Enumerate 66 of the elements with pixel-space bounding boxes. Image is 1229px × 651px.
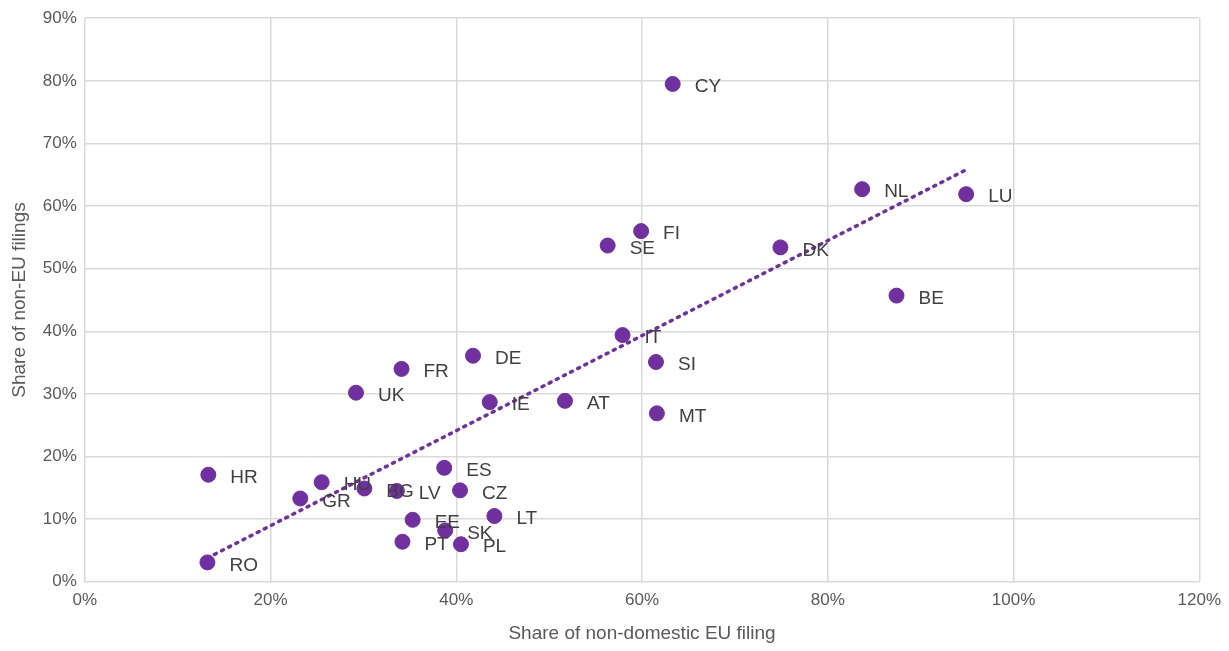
point	[772, 239, 789, 256]
annotation: ES	[466, 459, 492, 481]
point	[404, 511, 421, 528]
y-tick-label: 80%	[42, 70, 77, 90]
point	[465, 347, 482, 364]
x-tick-label: 100%	[991, 589, 1036, 609]
annotation: LU	[988, 185, 1013, 207]
annotation: UK	[378, 383, 405, 405]
y-tick-label: 30%	[42, 383, 77, 403]
annotation: FI	[663, 222, 680, 244]
annotation: LT	[516, 507, 538, 529]
point	[313, 474, 330, 491]
x-tick-label: 120%	[1177, 589, 1221, 609]
annotation: FR	[423, 360, 449, 382]
y-tick-label: 20%	[42, 446, 77, 466]
point	[647, 354, 664, 370]
annotation: NL	[884, 180, 909, 202]
annotation: GR	[322, 489, 351, 511]
annotation: MT	[678, 404, 707, 426]
point	[200, 466, 217, 483]
x-tick-label: 60%	[625, 589, 660, 609]
annotation: DE	[495, 346, 522, 368]
annotation: AT	[586, 392, 611, 414]
annotation: IT	[644, 326, 662, 348]
point	[393, 360, 410, 377]
annotation: PT	[424, 532, 450, 554]
annotation: CY	[694, 75, 722, 97]
point	[854, 181, 871, 198]
point	[348, 384, 364, 401]
annotation: SI	[677, 353, 696, 375]
y-tick-label: 90%	[42, 7, 77, 27]
annotation: CZ	[482, 481, 508, 503]
point	[394, 533, 411, 550]
y-tick-label: 10%	[42, 508, 77, 528]
annotation: HR	[230, 465, 258, 487]
point	[436, 459, 453, 476]
point	[648, 405, 665, 422]
y-axis-title: Share of non-EU filings	[7, 202, 29, 398]
point	[599, 237, 616, 254]
x-tick-label: 20%	[253, 589, 288, 609]
point	[958, 186, 975, 203]
x-axis-title: Share of non-domestic EU filing	[508, 621, 776, 643]
point	[481, 394, 498, 411]
annotation: IE	[511, 393, 530, 415]
annotation: BE	[918, 286, 944, 308]
point	[292, 490, 309, 507]
y-tick-label: 40%	[42, 321, 77, 340]
y-tick-label: 60%	[42, 195, 77, 215]
y-tick-label: 0%	[52, 571, 77, 591]
point	[452, 536, 469, 553]
point	[556, 392, 573, 409]
x-tick-label: 40%	[439, 589, 474, 609]
x-tick-label: 80%	[810, 589, 845, 609]
point	[614, 327, 631, 344]
y-tick-label: 50%	[42, 258, 77, 278]
point	[633, 223, 650, 240]
point	[664, 75, 681, 92]
annotation: SE	[629, 236, 656, 258]
point	[888, 287, 905, 304]
point	[452, 482, 469, 499]
annotation: RO	[229, 553, 258, 575]
point	[199, 554, 216, 571]
x-tick-label: 0%	[72, 589, 98, 609]
annotation: LV	[418, 482, 442, 504]
point	[486, 508, 503, 525]
y-tick-label: 70%	[42, 133, 77, 153]
